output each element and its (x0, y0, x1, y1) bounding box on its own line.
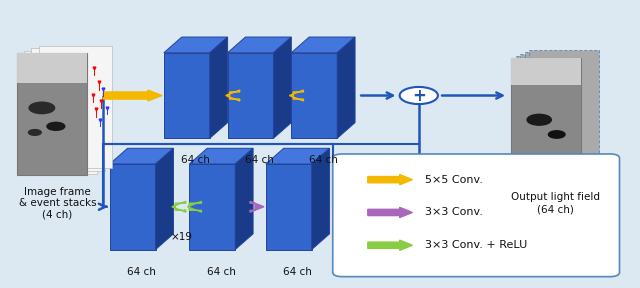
Polygon shape (266, 148, 330, 164)
FancyBboxPatch shape (24, 51, 97, 174)
Polygon shape (236, 148, 253, 249)
FancyArrow shape (368, 207, 412, 218)
Text: 64 ch: 64 ch (207, 267, 236, 277)
Polygon shape (273, 37, 291, 138)
FancyBboxPatch shape (520, 54, 590, 177)
Text: 64 ch: 64 ch (127, 267, 156, 277)
Text: 5×5 Conv.: 5×5 Conv. (425, 175, 483, 185)
Polygon shape (266, 164, 312, 249)
Circle shape (47, 122, 65, 130)
FancyBboxPatch shape (17, 53, 88, 175)
Text: 64 ch: 64 ch (245, 156, 274, 165)
Polygon shape (156, 148, 173, 249)
Circle shape (28, 130, 41, 135)
Polygon shape (312, 148, 330, 249)
Circle shape (527, 114, 551, 125)
Text: 3×3 Conv.: 3×3 Conv. (425, 207, 483, 217)
FancyBboxPatch shape (17, 53, 88, 84)
Text: ×19: ×19 (170, 232, 193, 242)
Circle shape (548, 131, 565, 138)
FancyArrow shape (103, 90, 162, 101)
Text: 3×3 Conv. + ReLU: 3×3 Conv. + ReLU (425, 240, 527, 250)
FancyArrow shape (289, 90, 303, 101)
FancyArrow shape (368, 240, 412, 250)
FancyBboxPatch shape (333, 154, 620, 277)
Polygon shape (291, 37, 355, 53)
Circle shape (399, 87, 438, 104)
FancyArrow shape (250, 201, 264, 212)
Polygon shape (337, 37, 355, 138)
Polygon shape (189, 148, 253, 164)
FancyBboxPatch shape (31, 48, 104, 171)
Polygon shape (109, 164, 156, 249)
FancyArrow shape (226, 90, 240, 101)
Polygon shape (109, 148, 173, 164)
FancyArrow shape (188, 201, 202, 212)
FancyBboxPatch shape (516, 56, 586, 179)
FancyBboxPatch shape (525, 52, 595, 175)
Text: 64 ch: 64 ch (181, 156, 210, 165)
FancyArrow shape (368, 175, 412, 185)
Text: Image frame
& event stacks
(4 ch): Image frame & event stacks (4 ch) (19, 187, 96, 220)
Text: ...: ... (175, 200, 188, 213)
Text: 64 ch: 64 ch (284, 267, 312, 277)
FancyBboxPatch shape (511, 58, 581, 86)
Polygon shape (291, 53, 337, 138)
Polygon shape (164, 53, 210, 138)
FancyBboxPatch shape (511, 58, 581, 181)
Polygon shape (228, 53, 273, 138)
Text: 64 ch: 64 ch (308, 156, 338, 165)
Polygon shape (210, 37, 228, 138)
Text: +: + (412, 86, 426, 105)
Text: Output light field
(64 ch): Output light field (64 ch) (511, 192, 600, 214)
FancyBboxPatch shape (529, 50, 599, 173)
FancyBboxPatch shape (39, 46, 112, 168)
FancyArrow shape (172, 201, 186, 212)
Polygon shape (164, 37, 228, 53)
Polygon shape (189, 164, 236, 249)
Polygon shape (228, 37, 291, 53)
Circle shape (29, 102, 54, 114)
